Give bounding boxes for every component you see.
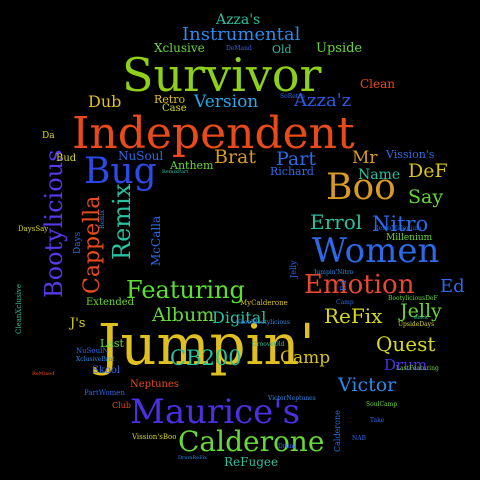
cloud-word: Boo — [326, 167, 396, 208]
cloud-word: Jumpin'Nitro — [314, 269, 354, 276]
cloud-word: Azza's — [216, 12, 261, 28]
cloud-word: Retro — [154, 93, 186, 106]
cloud-word: Vission'sBoo — [132, 433, 177, 441]
cloud-word: Calderone — [333, 410, 342, 452]
cloud-word: J's — [70, 316, 86, 331]
cloud-word: Upside — [316, 41, 363, 56]
cloud-word: VictorNeptunes — [268, 395, 316, 402]
cloud-word: Calderone — [178, 425, 325, 458]
cloud-word: Remix — [99, 209, 106, 229]
cloud-word: Drum — [278, 443, 296, 450]
cloud-word: Part — [276, 148, 316, 170]
cloud-word: ReMixed — [32, 371, 55, 377]
cloud-word: Days — [73, 231, 83, 254]
cloud-word: UpsideDays — [398, 321, 435, 328]
cloud-word: Remix — [108, 183, 136, 260]
cloud-word: Bug — [84, 151, 157, 192]
cloud-word: Case — [162, 103, 187, 114]
cloud-word: Last — [100, 337, 124, 350]
cloud-word: Dub — [88, 92, 122, 111]
cloud-word: McCalla — [149, 215, 163, 266]
cloud-word: Old — [272, 43, 292, 56]
cloud-word: LastFeaturing — [396, 365, 439, 372]
cloud-word: Featuring — [126, 276, 245, 304]
cloud-word: MyCalderone — [240, 299, 288, 307]
cloud-word: Da — [42, 131, 55, 141]
cloud-word: Black — [414, 315, 429, 321]
cloud-word: NuSoulN — [76, 347, 109, 355]
cloud-word: DeF — [408, 160, 448, 182]
cloud-word: Independent — [72, 108, 355, 159]
cloud-word: Emotion — [304, 270, 415, 300]
cloud-word: Ed — [440, 276, 465, 297]
cloud-word: Women — [312, 231, 440, 271]
cloud-word: ReFix — [324, 304, 383, 328]
cloud-word: Skool — [92, 365, 121, 376]
cloud-word: Version — [194, 92, 259, 112]
cloud-word: RemixPart — [162, 169, 189, 175]
cloud-word: Anthem — [170, 159, 214, 172]
cloud-word: SoRetro — [280, 93, 305, 100]
cloud-word: Bud — [56, 153, 77, 164]
cloud-word: Say — [408, 186, 444, 208]
cloud-word: NuSoul — [118, 149, 164, 163]
cloud-word: DrumReFix — [178, 455, 207, 461]
cloud-word: Victor — [338, 374, 397, 396]
cloud-word: Jelly — [289, 260, 298, 278]
cloud-word: Extended — [86, 297, 135, 308]
cloud-word: BootyliciousDeF — [388, 295, 438, 302]
cloud-word: Millenium — [386, 233, 433, 243]
cloud-word: Vission's — [386, 148, 435, 161]
cloud-word: Jelly — [400, 300, 442, 322]
cloud-word: Club — [112, 401, 131, 410]
cloud-word: Bootylicious — [40, 149, 68, 298]
cloud-word: Nitro — [372, 212, 429, 236]
cloud-word: Jumpin' — [98, 313, 315, 378]
cloud-word: Quest — [376, 332, 436, 356]
cloud-word: SoulCamp — [366, 401, 398, 408]
cloud-word: XclusiveBrat — [76, 356, 115, 363]
cloud-word: Neptunes — [130, 379, 180, 390]
cloud-word: Instrumental — [182, 24, 301, 45]
cloud-word: Errol — [310, 210, 363, 234]
cloud-word: Xclusive — [154, 41, 205, 55]
cloud-word: Mr — [352, 148, 378, 168]
cloud-word: Maurice's — [130, 392, 301, 432]
cloud-word: Digital — [212, 308, 267, 327]
cloud-word: PartWomen — [84, 389, 125, 397]
cloud-word: Drum — [384, 356, 428, 374]
cloud-word: CleanXclusive — [15, 284, 23, 334]
cloud-word: Clean — [360, 77, 396, 91]
cloud-word: DaysSay — [18, 225, 49, 233]
cloud-word: RetroMillenium — [374, 225, 422, 232]
cloud-word: GrooveOld — [252, 341, 285, 348]
cloud-word: Take — [370, 417, 385, 424]
cloud-word: Brat — [214, 146, 257, 168]
cloud-word: Survivor — [122, 48, 322, 102]
cloud-word: Album — [152, 304, 215, 326]
cloud-word: Name — [358, 167, 401, 183]
cloud-word: CB200 — [170, 346, 242, 370]
cloud-word: DeMand — [226, 45, 252, 52]
cloud-word: Azza'z — [294, 90, 352, 111]
cloud-word: NAB — [352, 435, 366, 442]
cloud-word: ReFugee — [224, 455, 279, 469]
cloud-word: SkoolBootylicious — [236, 319, 290, 326]
cloud-word: Camp — [336, 299, 354, 306]
cloud-word: Camp — [280, 348, 331, 368]
cloud-word: Ed — [339, 280, 348, 291]
cloud-word: Richard — [270, 165, 314, 178]
